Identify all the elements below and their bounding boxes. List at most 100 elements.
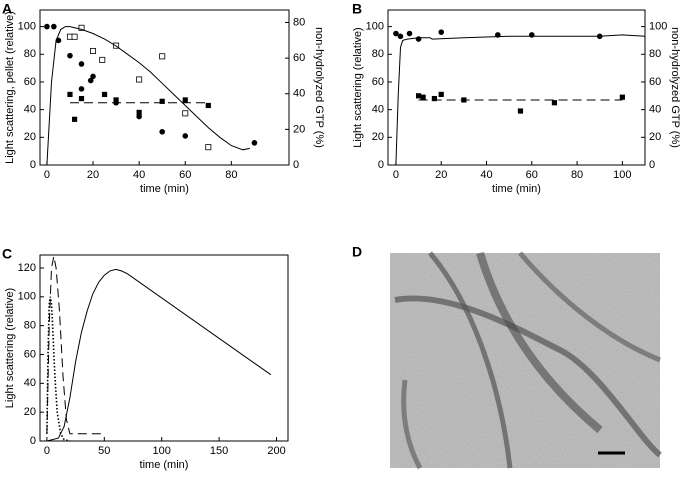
point (528, 32, 535, 38)
point (90, 47, 97, 54)
point (78, 86, 85, 92)
point (619, 94, 625, 100)
point (205, 102, 211, 109)
y-tick-label: 100 (18, 21, 36, 33)
y2-tick-label: 80 (649, 48, 661, 60)
panel-label: D (352, 244, 362, 260)
point (182, 110, 189, 117)
x-tick-label: 40 (480, 169, 492, 181)
point (87, 77, 94, 84)
point (438, 29, 445, 35)
y-tick-label: 120 (18, 262, 36, 274)
point (251, 140, 258, 146)
panel-label: A (2, 1, 12, 17)
point (415, 93, 422, 99)
y-tick-label: 40 (24, 104, 36, 116)
point (99, 56, 106, 63)
y-axis-label: Light scattering (relative) (352, 27, 364, 147)
data-line (395, 34, 646, 166)
point (159, 98, 165, 104)
x-tick-label: 0 (44, 169, 50, 181)
point (136, 113, 142, 120)
y-tick-label: 0 (30, 159, 36, 171)
point (159, 53, 166, 60)
x-tick-label: 0 (393, 169, 399, 181)
x-tick-label: 60 (526, 169, 538, 181)
x-tick-label: 100 (613, 169, 631, 181)
point (182, 133, 189, 139)
y2-tick-label: 60 (649, 76, 661, 88)
point (78, 95, 85, 102)
y-tick-label: 40 (372, 104, 384, 116)
point (113, 97, 119, 103)
data-line (46, 296, 71, 442)
micrograph (390, 251, 662, 470)
y-axis-label: Light scattering (relative) (4, 288, 16, 408)
point (136, 76, 143, 83)
plot-frame (39, 254, 289, 442)
y-tick-label: 80 (24, 48, 36, 60)
x-axis-label: time (min) (140, 459, 189, 471)
point (438, 91, 444, 98)
x-tick-label: 80 (225, 169, 237, 181)
y-tick-label: 80 (372, 48, 384, 60)
y-tick-label: 20 (24, 131, 36, 143)
point (101, 91, 108, 98)
point (159, 128, 165, 135)
x-tick-label: 20 (87, 169, 99, 181)
data-line (46, 26, 250, 166)
point (71, 116, 78, 122)
y2-tick-label: 100 (649, 21, 667, 33)
y-tick-label: 60 (24, 348, 36, 360)
x-tick-label: 20 (435, 169, 447, 181)
plot-frame (387, 9, 646, 166)
data-line (46, 256, 105, 435)
y2-tick-label: 40 (649, 104, 661, 116)
point (90, 73, 96, 80)
point (393, 30, 399, 37)
point (71, 33, 78, 40)
y-tick-label: 0 (30, 435, 36, 447)
point (205, 144, 212, 151)
panel-label: B (352, 1, 362, 17)
y2-tick-label: 0 (293, 159, 299, 171)
x-tick-label: 50 (98, 445, 110, 457)
y2-tick-label: 60 (293, 52, 305, 64)
y2-axis-label: non-hydrolyzed GTP (%) (669, 27, 681, 148)
point (517, 108, 524, 114)
point (415, 36, 422, 42)
y-tick-label: 80 (24, 320, 36, 332)
y-tick-label: 20 (372, 131, 384, 143)
y-tick-label: 60 (372, 76, 384, 88)
x-tick-label: 40 (133, 169, 145, 181)
point (51, 23, 57, 30)
point (78, 61, 85, 67)
data-line (46, 268, 272, 442)
panel-label: C (2, 246, 12, 262)
point (44, 23, 50, 30)
y2-tick-label: 0 (649, 159, 655, 171)
x-tick-label: 60 (179, 169, 191, 181)
x-tick-label: 100 (153, 445, 171, 457)
x-tick-label: 0 (44, 445, 50, 457)
y-tick-label: 60 (24, 76, 36, 88)
x-tick-label: 150 (210, 445, 228, 457)
y-tick-label: 100 (366, 21, 384, 33)
y-tick-label: 0 (378, 159, 384, 171)
x-axis-label: time (min) (140, 183, 189, 195)
point (67, 52, 73, 59)
y-tick-label: 40 (24, 377, 36, 389)
plot-frame (39, 9, 290, 166)
point (136, 109, 142, 116)
point (431, 95, 438, 102)
point (551, 100, 558, 106)
point (420, 94, 426, 100)
point (78, 24, 85, 31)
y-tick-label: 100 (18, 291, 36, 303)
x-axis-label: time (min) (492, 183, 541, 195)
point (397, 33, 404, 40)
point (182, 97, 188, 103)
x-tick-label: 80 (571, 169, 583, 181)
y-tick-label: 20 (24, 406, 36, 418)
